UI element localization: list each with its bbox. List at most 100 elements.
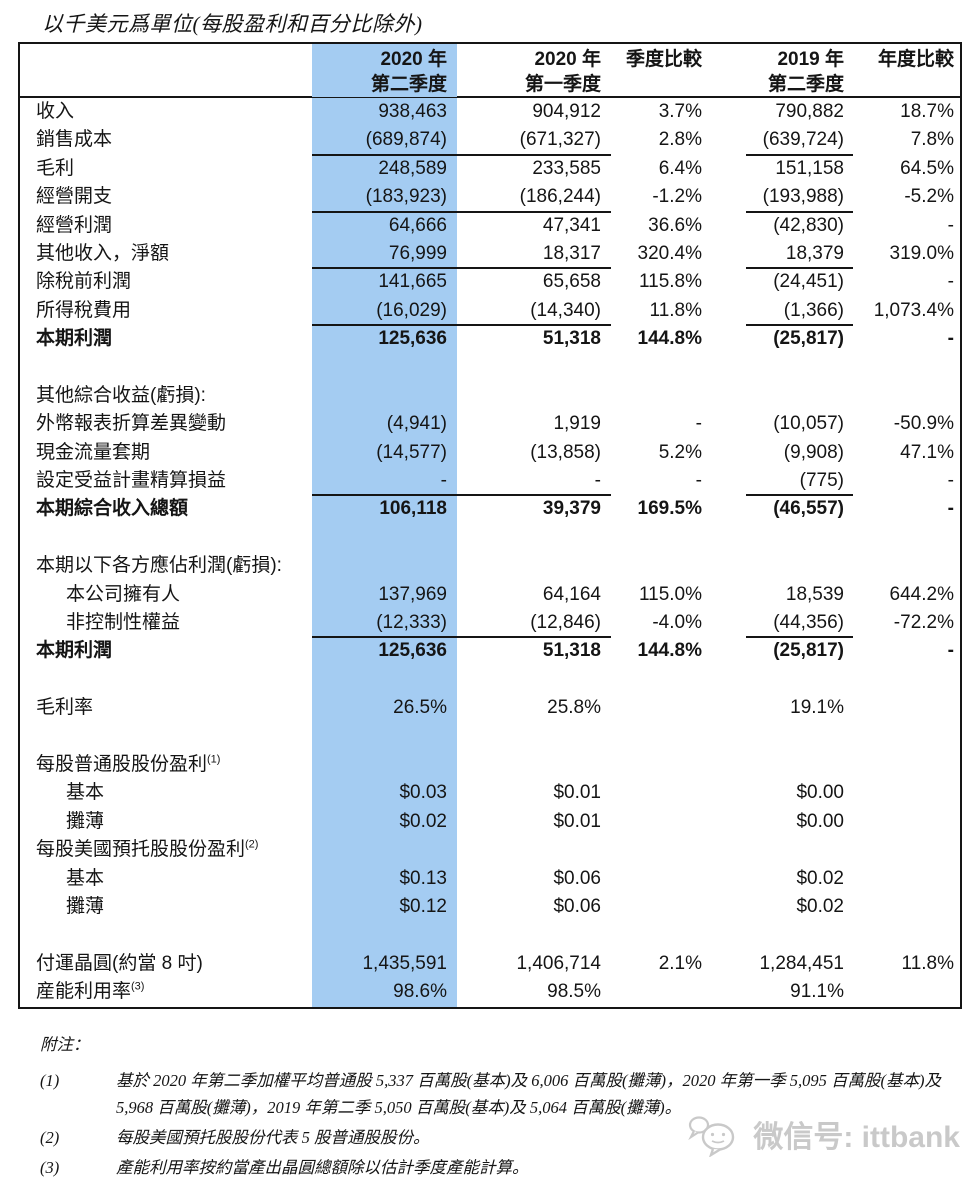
header-year: 2020 年 xyxy=(534,49,601,70)
cell-yoy: 644.2% xyxy=(889,583,954,605)
header-yoy-label: 年度比較 xyxy=(877,49,954,70)
header-year: 2019 年 xyxy=(777,49,844,70)
cell-yoy: - xyxy=(947,328,954,350)
cell-q2-2019 xyxy=(718,354,860,382)
cell-q1-2020 xyxy=(457,524,618,552)
row-label: 付運晶圓(約當 8 吋) xyxy=(36,952,203,974)
cell-q2-2020: 125,636 xyxy=(312,325,457,354)
table-row: 非控制性權益 (12,333) (12,846) -4.0% (44,356) -72.2… xyxy=(20,609,960,638)
cell-q2-2019 xyxy=(718,921,860,949)
cell-yoy: -72.2% xyxy=(893,612,954,634)
cell-q2-2020 xyxy=(312,921,457,950)
separator-line xyxy=(746,636,853,639)
cell-q2-2019: $0.00 xyxy=(796,782,844,804)
table-row: 每股普通股股份盈利(1) xyxy=(20,750,960,780)
cell-qoq: 320.4% xyxy=(637,242,702,264)
cell-q2-2019: $0.00 xyxy=(796,810,844,832)
row-label: 基本 xyxy=(66,867,105,889)
cell-q2-2020 xyxy=(312,836,457,865)
cell-q2-2019 xyxy=(718,723,860,751)
table-row: 本期利潤 125,636 51,318 144.8% (25,817) - xyxy=(20,636,960,666)
row-label: 每股美國預托股股份盈利(2) xyxy=(36,838,259,861)
cell-q1-2020 xyxy=(457,836,618,864)
cell-q2-2019: (639,724) xyxy=(762,129,844,151)
cell-yoy: 11.8% xyxy=(901,952,954,974)
spacer-row xyxy=(20,353,960,382)
cell-q2-2020 xyxy=(312,552,457,581)
header-cell-q2-2019: 2019 年 第二季度 xyxy=(718,44,860,97)
table-row: 除稅前利潤 141,665 65,658 115.8% (24,451) - xyxy=(20,267,960,297)
cell-q2-2020 xyxy=(312,353,457,382)
footnote-text: 基於 2020 年第二季加權平均普通股 5,337 百萬股(基本)及 6,006… xyxy=(116,1070,941,1117)
cell-q1-2020: 25.8% xyxy=(547,697,601,719)
cell-yoy: - xyxy=(947,214,954,236)
cell-q2-2019: 1,284,451 xyxy=(759,952,844,974)
cell-q1-2020 xyxy=(457,552,618,580)
cell-q1-2020: 64,164 xyxy=(542,583,601,605)
cell-yoy xyxy=(860,694,964,722)
table-row: 毛利率 26.5% 25.8% 19.1% xyxy=(20,694,960,723)
cell-yoy: -50.9% xyxy=(893,413,954,435)
row-label: 本期利潤 xyxy=(36,328,113,350)
cell-yoy: - xyxy=(947,271,954,293)
cell-yoy: -5.2% xyxy=(904,186,954,208)
cell-q2-2020 xyxy=(312,523,457,553)
cell-yoy xyxy=(860,978,964,1006)
watermark: 微信号: ittbank xyxy=(687,1111,960,1157)
footnote-reference: (2) xyxy=(245,838,259,851)
cell-q2-2019: (24,451) xyxy=(773,271,844,293)
row-label: 收入 xyxy=(36,101,75,122)
table-row: 設定受益計畫精算損益 - - - (775) - xyxy=(20,467,960,496)
row-label: 本期利潤 xyxy=(36,640,113,662)
cell-yoy xyxy=(860,524,964,552)
footnote-marker: (3) xyxy=(40,1157,60,1177)
cell-q2-2019 xyxy=(718,666,860,694)
cell-q2-2020: 76,999 xyxy=(312,239,457,269)
cell-qoq: 144.8% xyxy=(637,640,702,662)
cell-q2-2019: $0.02 xyxy=(796,867,844,889)
table-row: 毛利 248,589 233,585 6.4% 151,158 64.5% xyxy=(20,153,960,184)
cell-q2-2019: (25,817) xyxy=(773,328,844,350)
cell-q2-2019 xyxy=(718,382,860,410)
cell-yoy: 18.7% xyxy=(900,101,954,122)
cell-yoy: - xyxy=(947,470,954,492)
cell-qoq: 144.8% xyxy=(637,328,702,350)
cell-q2-2019: 151,158 xyxy=(775,157,844,179)
cell-q2-2020: $0.02 xyxy=(312,807,457,837)
cell-q1-2020: $0.01 xyxy=(553,810,601,832)
cell-q1-2020: $0.06 xyxy=(553,867,601,889)
header-year: 2020 年 xyxy=(380,49,447,70)
separator-line xyxy=(312,494,611,497)
cell-q1-2020: $0.06 xyxy=(553,895,601,917)
cell-q2-2019: (1,366) xyxy=(783,299,844,321)
row-label xyxy=(20,921,312,949)
cell-yoy xyxy=(860,893,964,921)
cell-q2-2019 xyxy=(718,836,860,864)
table-row: 現金流量套期 (14,577) (13,858) 5.2% (9,908) 47.1% xyxy=(20,438,960,468)
row-label: 所得稅費用 xyxy=(36,299,132,321)
row-label: 現金流量套期 xyxy=(36,441,151,463)
cell-q2-2020: 1,435,591 xyxy=(312,949,457,979)
row-label: 經營利潤 xyxy=(36,214,113,236)
cell-qoq: 2.8% xyxy=(658,129,702,151)
cell-q1-2020: 98.5% xyxy=(547,981,601,1003)
cell-q2-2020: (4,941) xyxy=(312,410,457,439)
cell-q1-2020 xyxy=(457,382,618,410)
row-label: 基本 xyxy=(66,782,105,804)
row-label: 本公司擁有人 xyxy=(66,583,181,605)
separator-line xyxy=(312,636,611,639)
table-row: 本期以下各方應佔利潤(虧損): xyxy=(20,552,960,581)
cell-q1-2020: (12,846) xyxy=(530,612,601,634)
cell-qoq xyxy=(618,666,718,694)
cell-q1-2020: 18,317 xyxy=(542,242,601,264)
cell-qoq: 2.1% xyxy=(658,952,702,974)
cell-qoq xyxy=(618,865,718,893)
cell-q2-2019: (193,988) xyxy=(762,186,844,208)
cell-qoq: - xyxy=(695,413,702,435)
cell-q2-2019: $0.02 xyxy=(796,895,844,917)
cell-qoq: 6.4% xyxy=(658,157,702,179)
footnote-item: (1) 基於 2020 年第二季加權平均普通股 5,337 百萬股(基本)及 6,… xyxy=(40,1067,945,1121)
separator-line xyxy=(312,267,611,270)
spacer-row xyxy=(20,921,960,950)
cell-q2-2020: 26.5% xyxy=(312,694,457,723)
